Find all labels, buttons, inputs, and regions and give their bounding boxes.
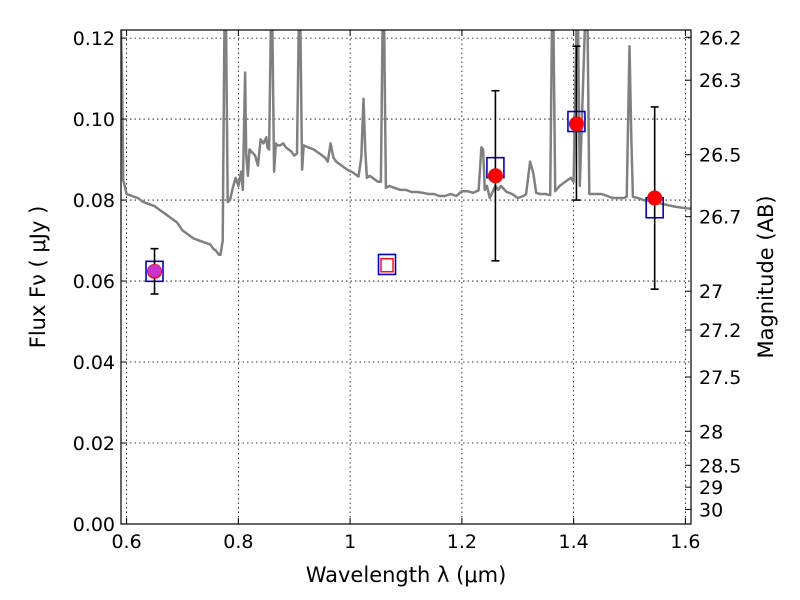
x-tick-label: 0.8 (223, 531, 253, 553)
observed-flux-point (487, 168, 503, 184)
grid (121, 30, 691, 524)
x-tick-label: 1.4 (559, 531, 589, 553)
ticks: 0.6 0.8 1 1.2 1.4 1.6 0.00 0.02 0.04 0.06 0.08 0.10… (73, 27, 742, 553)
marker-layer (145, 45, 664, 295)
y2-tick-label: 28 (699, 421, 723, 443)
x-tick-label: 1 (344, 531, 356, 553)
y2-tick-label: 26.3 (699, 70, 741, 92)
y2-tick-label: 26.7 (699, 207, 741, 229)
plot-frame (120, 29, 692, 525)
y-tick-label: 0.00 (73, 514, 115, 536)
y2-tick-label: 28.5 (699, 455, 741, 477)
data-layer (121, 30, 691, 256)
x-tick-label: 1.6 (670, 531, 700, 553)
y2-tick-label: 26.2 (699, 27, 741, 49)
y2-tick-label: 27.5 (699, 367, 741, 389)
observed-flux-point (568, 116, 584, 132)
upper-limit-square (380, 258, 394, 273)
y2-tick-label: 26.5 (699, 145, 741, 167)
observed-flux-point (647, 190, 663, 206)
y-tick-label: 0.12 (73, 28, 115, 50)
observed-flux-point-overlap (148, 264, 162, 278)
y2-tick-label: 27 (699, 281, 723, 303)
y2-tick-label: 27.2 (699, 320, 741, 342)
y2-axis-label: Magnitude (AB) (754, 195, 778, 358)
y2-tick-label: 30 (699, 499, 723, 521)
x-tick-label: 1.2 (447, 531, 477, 553)
y2-tick-label: 29 (699, 477, 723, 499)
y-tick-label: 0.10 (73, 109, 115, 131)
model-spectrum-line (121, 30, 691, 256)
y-tick-label: 0.08 (73, 190, 115, 212)
y-axis-label: Flux Fν ( μJy ) (26, 206, 50, 349)
x-axis-label: Wavelength λ (μm) (306, 563, 507, 587)
y-tick-label: 0.04 (73, 352, 115, 374)
model-photometry-square (377, 253, 397, 276)
y-tick-label: 0.06 (73, 271, 115, 293)
y-tick-label: 0.02 (73, 433, 115, 455)
x-tick-label: 0.6 (111, 531, 141, 553)
